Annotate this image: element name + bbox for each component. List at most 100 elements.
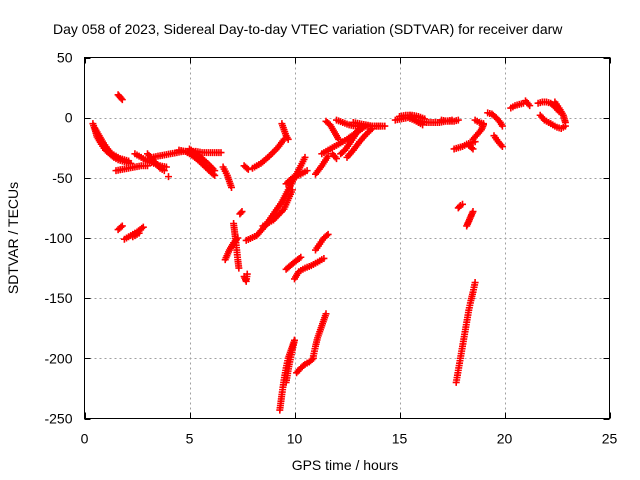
y-tick-label: -150: [44, 290, 72, 306]
series-arc-48: [484, 109, 506, 130]
series-arc-31: [309, 310, 330, 360]
series-arc-35: [322, 117, 343, 143]
series-arc-10: [186, 145, 219, 175]
x-tick-labels: 0 5 10 15 20 25: [81, 431, 618, 447]
data-point: [419, 121, 427, 129]
data-point: [381, 122, 389, 130]
chart-title: Day 058 of 2023, Sidereal Day-to-day VTE…: [53, 21, 563, 37]
y-tick-label: -50: [52, 170, 72, 186]
data-point: [160, 167, 168, 175]
data-point: [469, 145, 477, 153]
data-point: [139, 223, 147, 231]
data-point: [454, 116, 462, 124]
data-point: [468, 144, 476, 152]
data-point: [324, 230, 332, 238]
series-arc-16: [230, 220, 243, 272]
data-point: [135, 229, 143, 237]
x-axis-label: GPS time / hours: [292, 457, 399, 473]
series-arc-52: [454, 200, 466, 212]
data-point: [323, 232, 331, 240]
data-point: [471, 279, 479, 287]
y-tick-label: 50: [57, 50, 73, 66]
series-arc-18: [240, 270, 251, 285]
data-point: [117, 223, 125, 231]
data-point: [125, 157, 133, 165]
series-arc-34: [328, 150, 340, 163]
data-point: [526, 102, 534, 110]
series-arc-24: [282, 167, 311, 188]
series-arc-56: [536, 111, 569, 132]
data-point: [297, 253, 305, 261]
series-arc-25: [282, 253, 305, 273]
y-tick-label: -250: [44, 411, 72, 427]
series-arc-11: [219, 163, 235, 191]
series-arc-14: [129, 229, 143, 241]
series-arc-32: [312, 152, 332, 178]
data-point: [291, 336, 298, 344]
series-arc-54: [522, 97, 534, 110]
series-arc-17: [236, 208, 246, 218]
y-tick-label: 0: [65, 110, 73, 126]
data-point: [117, 94, 125, 102]
data-point: [322, 310, 330, 318]
series-arc-57: [551, 98, 569, 126]
data-point: [469, 208, 477, 216]
data-point: [480, 120, 487, 128]
series-arc-47: [471, 116, 487, 128]
x-tick-label: 20: [497, 431, 513, 447]
data-point: [284, 135, 292, 143]
data-point: [238, 208, 246, 216]
data-point: [301, 153, 309, 161]
series-arc-20: [249, 135, 288, 172]
series-arc-30: [293, 354, 317, 377]
data-points: [89, 91, 569, 414]
y-tick-label: -100: [44, 230, 72, 246]
series-arc-22: [259, 186, 296, 230]
series-arc-45: [465, 141, 477, 153]
series-arc-43: [438, 116, 462, 125]
data-point: [243, 270, 251, 278]
x-tick-label: 15: [392, 431, 408, 447]
y-tick-labels: -250 -200 -150 -100 -50 0 50: [44, 50, 72, 427]
data-point: [308, 356, 316, 364]
data-point: [235, 264, 243, 272]
data-point: [320, 254, 328, 262]
x-tick-label: 5: [186, 431, 194, 447]
data-point: [303, 167, 311, 175]
data-point: [165, 173, 172, 181]
plot-frame: [84, 57, 610, 419]
series-arc-08: [165, 173, 172, 181]
data-point: [498, 122, 506, 130]
grid-lines: [84, 57, 610, 419]
series-arc-42: [406, 111, 427, 129]
series-arc-23: [278, 120, 292, 143]
data-point: [324, 152, 332, 160]
data-point: [561, 118, 569, 126]
y-tick-label: -200: [44, 350, 72, 366]
axis-ticks: [84, 57, 611, 420]
series-arc-29: [282, 336, 298, 386]
series-arc-26: [291, 254, 328, 283]
series-arc-02: [91, 124, 133, 165]
series-arc-12: [114, 222, 126, 234]
data-point: [162, 163, 170, 171]
data-point: [288, 186, 296, 194]
data-point: [118, 222, 126, 230]
series-arc-04: [112, 162, 151, 175]
data-point: [228, 183, 235, 191]
series-arc-39: [349, 118, 389, 130]
data-point: [118, 96, 126, 104]
data-point: [237, 209, 245, 217]
data-point: [335, 135, 343, 143]
series-arc-51: [463, 208, 477, 230]
x-tick-label: 10: [287, 431, 303, 447]
data-point: [459, 200, 466, 208]
x-tick-label: 0: [81, 431, 89, 447]
data-point: [498, 143, 506, 151]
series-arc-49: [490, 132, 506, 151]
series-arc-50: [452, 279, 479, 386]
data-point: [244, 165, 252, 173]
series-arc-53: [507, 99, 527, 112]
series-arc-03: [114, 91, 126, 104]
